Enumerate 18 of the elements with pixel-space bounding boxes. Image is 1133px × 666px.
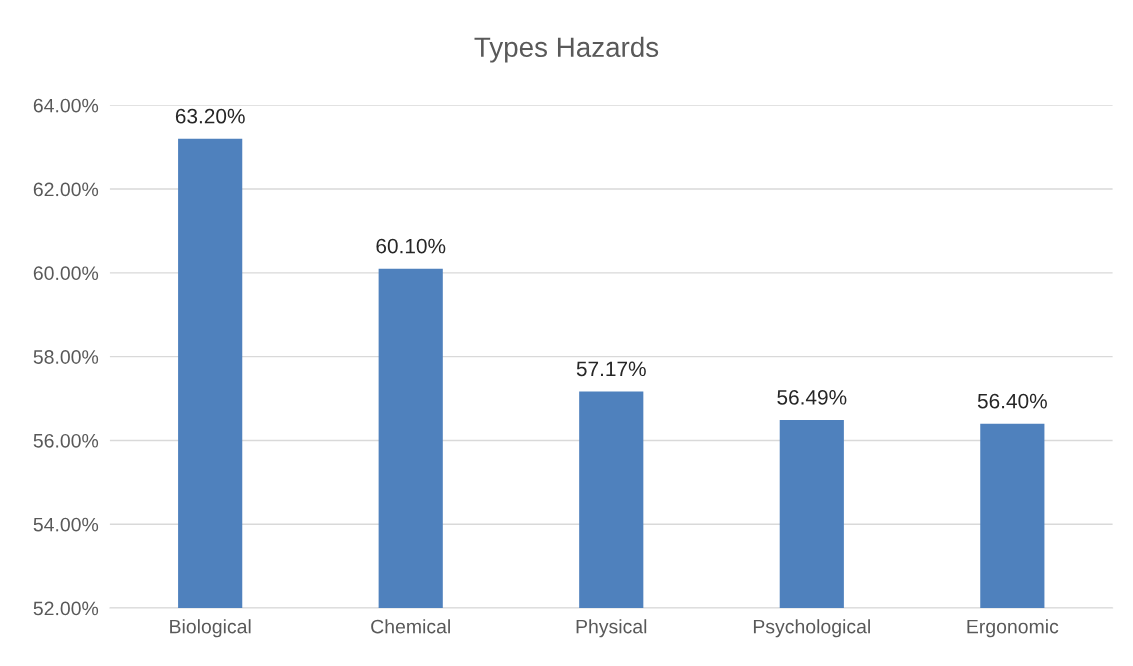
x-tick-label: Ergonomic [967,619,1059,638]
y-tick-label: 58.00% [33,350,99,364]
y-tick-label: 54.00% [33,517,99,532]
x-tick-label: Psychological [753,619,870,638]
y-tick-label: 64.00% [33,98,99,113]
chart-title: Types Hazards [474,36,659,63]
y-tick-label: 56.00% [33,433,99,448]
data-label: 56.40% [977,393,1047,409]
y-tick-label: 60.00% [33,266,99,281]
data-label: 56.49% [777,389,847,405]
data-label: 60.10% [376,238,446,254]
x-tick-label: Biological [170,619,251,638]
x-tick-label: Chemical [371,619,450,634]
data-label: 57.17% [576,361,646,377]
data-label: 63.20% [175,108,245,124]
y-tick-label: 62.00% [33,182,99,197]
x-tick-label: Physical [576,619,647,638]
y-tick-label: 52.00% [33,601,99,616]
